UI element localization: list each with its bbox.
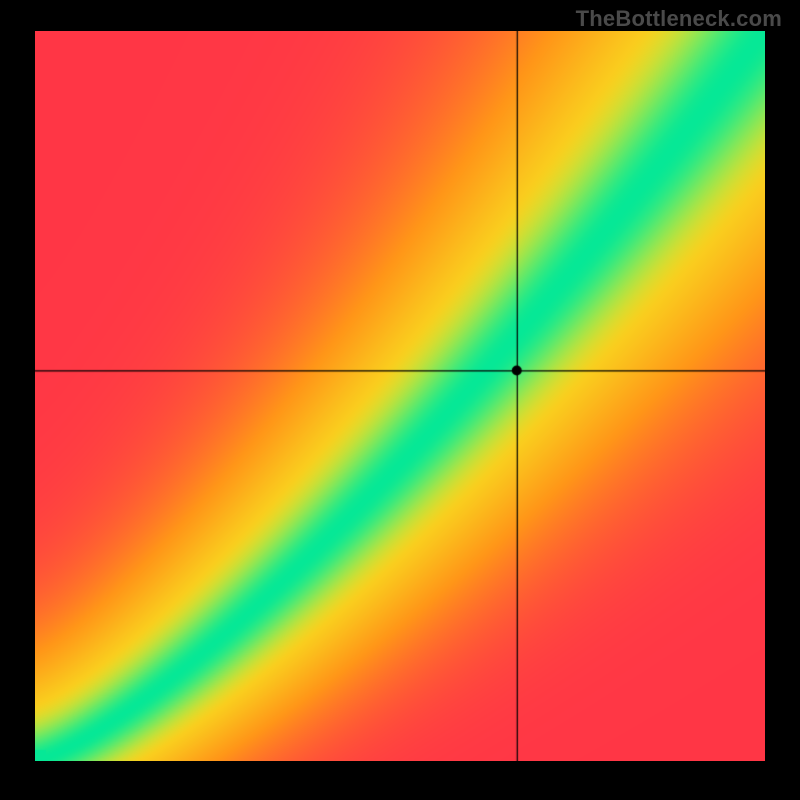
heatmap-canvas	[35, 31, 765, 761]
bottleneck-heatmap	[35, 31, 765, 761]
watermark-text: TheBottleneck.com	[576, 6, 782, 32]
